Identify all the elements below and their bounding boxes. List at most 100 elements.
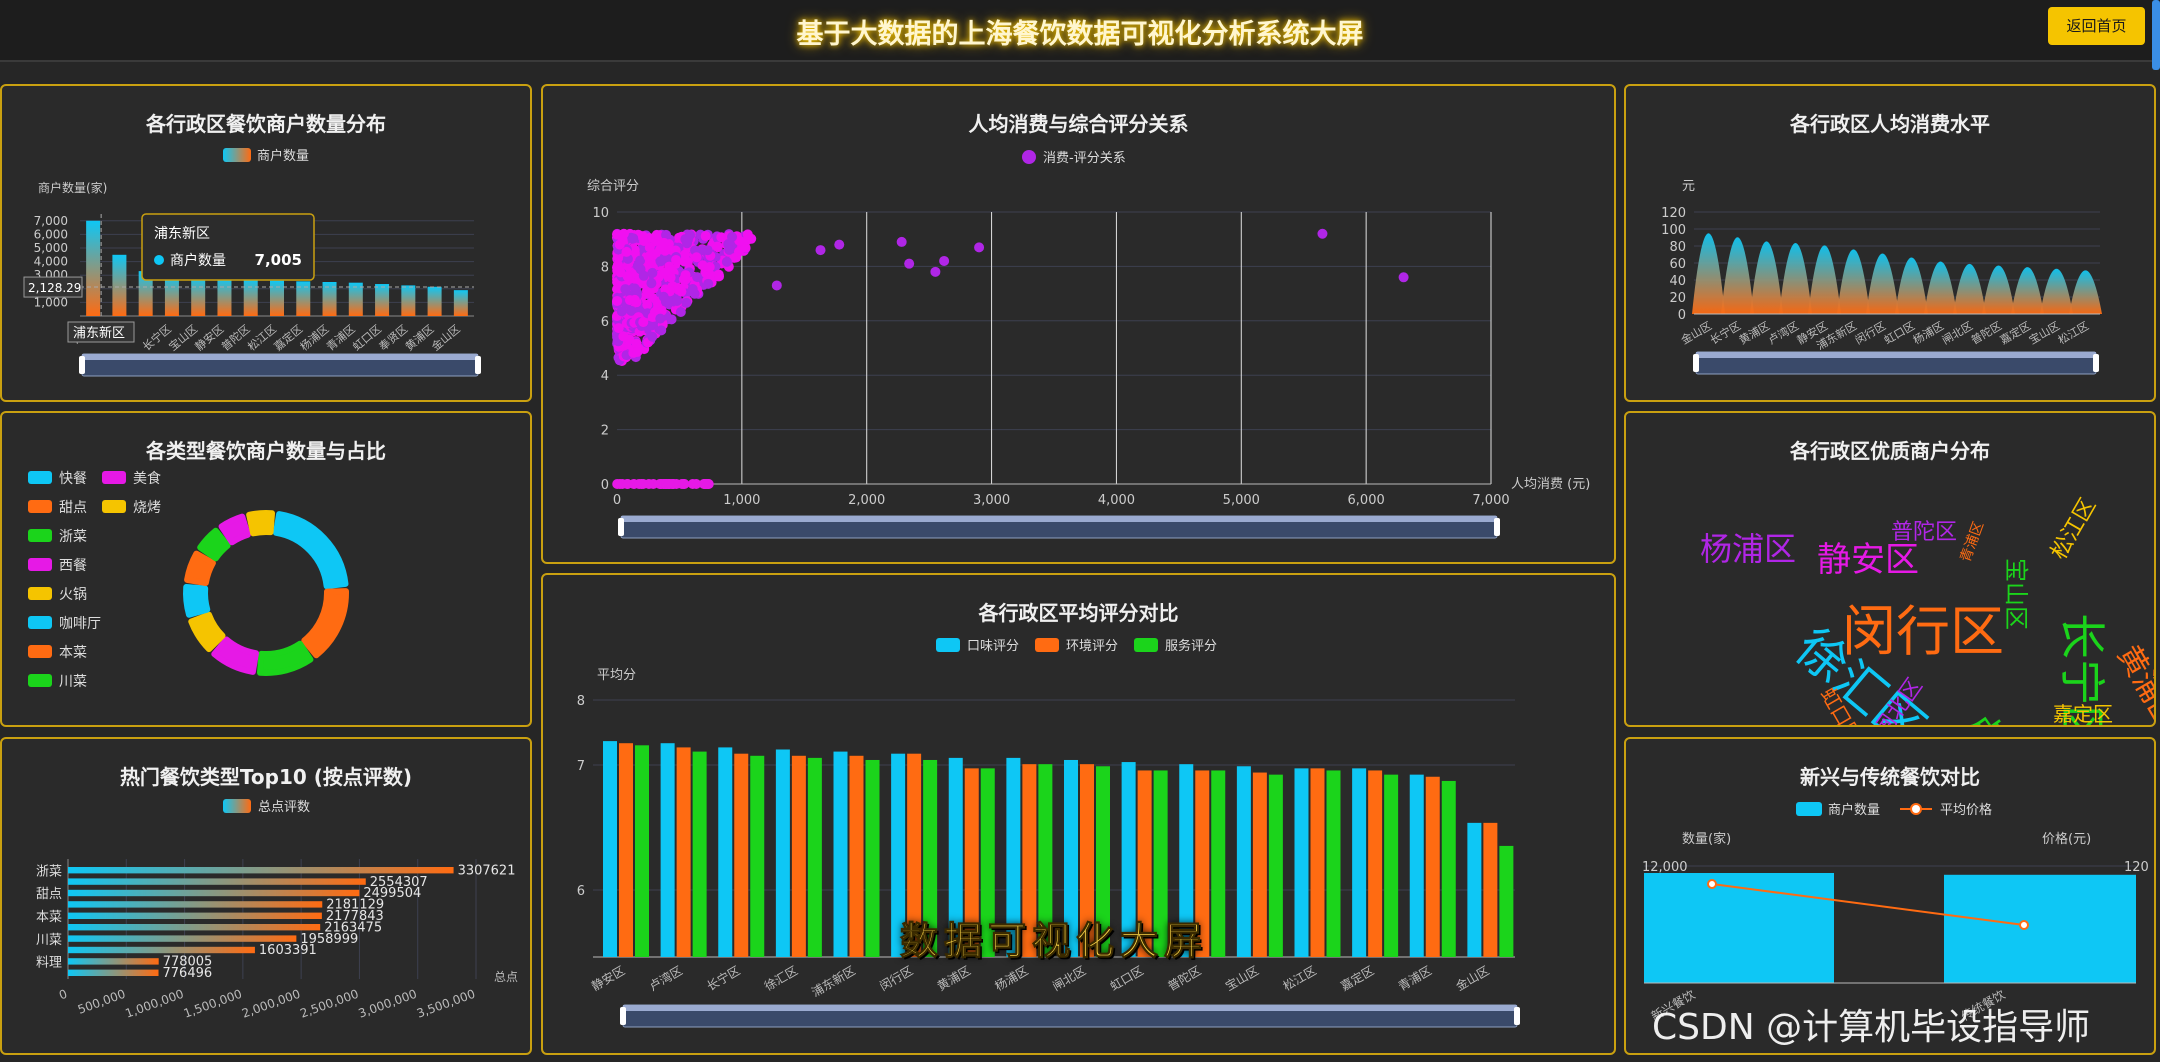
line-point[interactable]	[1707, 879, 1717, 889]
scatter-point[interactable]	[680, 249, 691, 260]
bar[interactable]	[775, 749, 790, 957]
legend-label[interactable]: 口味评分	[967, 639, 1019, 654]
bar[interactable]	[603, 741, 617, 957]
scatter-point[interactable]	[702, 245, 713, 256]
bar[interactable]	[676, 747, 691, 957]
scatter-point[interactable]	[638, 270, 649, 281]
scatter-point[interactable]	[746, 233, 757, 244]
bar[interactable]	[68, 969, 159, 976]
datazoom-right-handle[interactable]	[1514, 1007, 1520, 1025]
scatter-point[interactable]	[612, 295, 623, 306]
word[interactable]: 黄浦区	[2110, 640, 2154, 726]
scatter-point[interactable]	[1398, 272, 1409, 283]
scatter-point[interactable]	[618, 331, 629, 342]
scatter-point[interactable]	[663, 479, 674, 489]
hill-bar[interactable]	[1779, 242, 1812, 314]
scatter-point[interactable]	[646, 278, 657, 289]
bar[interactable]	[660, 743, 675, 957]
scatter-point[interactable]	[930, 266, 941, 277]
scatter-point[interactable]	[658, 291, 669, 302]
legend-label[interactable]: 本菜	[59, 645, 87, 661]
scatter-point[interactable]	[712, 241, 723, 252]
bar[interactable]	[619, 743, 633, 957]
bar[interactable]	[1022, 764, 1037, 957]
hill-bar[interactable]	[1924, 261, 1957, 314]
bar[interactable]	[401, 285, 416, 316]
scatter-point[interactable]	[637, 231, 648, 242]
scatter-point[interactable]	[647, 267, 658, 278]
bar[interactable]	[1179, 764, 1194, 957]
scatter-point[interactable]	[642, 299, 653, 310]
word[interactable]: 普陀区	[1891, 520, 1957, 545]
word[interactable]: 松江区	[2047, 494, 2102, 564]
bar[interactable]	[270, 280, 284, 316]
bar[interactable]	[718, 747, 733, 957]
hill-bar[interactable]	[1895, 257, 1928, 314]
scatter-point[interactable]	[614, 239, 625, 250]
bar[interactable]	[865, 759, 880, 957]
bar[interactable]	[849, 755, 864, 957]
scatter-point[interactable]	[655, 256, 666, 267]
scatter-point[interactable]	[661, 229, 672, 240]
pie-slice[interactable]	[211, 636, 259, 675]
datazoom-left-handle[interactable]	[1693, 354, 1699, 372]
bar[interactable]	[1137, 770, 1152, 957]
datazoom-left-handle[interactable]	[79, 356, 85, 374]
scatter-point[interactable]	[671, 254, 682, 265]
bar[interactable]	[750, 755, 765, 957]
scatter-point[interactable]	[613, 323, 624, 334]
legend-label[interactable]: 商户数量	[257, 148, 309, 164]
scatter-point[interactable]	[621, 246, 632, 257]
scatter-point[interactable]	[687, 284, 698, 295]
bar[interactable]	[68, 946, 255, 954]
pie-slice[interactable]	[257, 640, 314, 676]
scatter-point[interactable]	[974, 242, 985, 253]
pie-slice[interactable]	[273, 511, 349, 590]
legend-label[interactable]: 快餐	[59, 471, 87, 487]
bar[interactable]	[322, 282, 337, 316]
bar[interactable]	[980, 768, 995, 957]
legend-label[interactable]: 消费-评分关系	[1043, 151, 1126, 166]
bar[interactable]	[68, 958, 159, 965]
bar[interactable]	[891, 753, 906, 957]
scatter-point[interactable]	[644, 242, 655, 253]
legend-label[interactable]: 商户数量	[1828, 802, 1880, 818]
bar[interactable]	[1268, 774, 1283, 957]
bar[interactable]	[1080, 764, 1094, 957]
scatter-point[interactable]	[687, 479, 698, 489]
hill-bar[interactable]	[1837, 249, 1870, 314]
bar[interactable]	[807, 757, 822, 957]
scatter-point[interactable]	[771, 280, 782, 291]
scatter-point[interactable]	[727, 231, 738, 242]
bar[interactable]	[296, 281, 311, 316]
bar[interactable]	[68, 867, 454, 874]
scatter-point[interactable]	[647, 312, 658, 323]
scatter-point[interactable]	[666, 314, 677, 325]
home-button[interactable]: 返回首页	[2048, 7, 2145, 45]
word[interactable]: 闵行区	[1842, 600, 2004, 663]
bar[interactable]	[635, 745, 649, 957]
scatter-point[interactable]	[815, 245, 826, 256]
bar[interactable]	[348, 282, 363, 316]
scatter-point[interactable]	[643, 288, 654, 299]
word[interactable]: 静安区	[1817, 540, 1919, 580]
scatter-point[interactable]	[638, 317, 649, 328]
scatter-point[interactable]	[660, 267, 671, 278]
legend-label[interactable]: 平均价格	[1940, 802, 1992, 818]
bar[interactable]	[1236, 766, 1251, 957]
scatter-point[interactable]	[939, 255, 950, 266]
hill-bar[interactable]	[1721, 237, 1754, 314]
scatter-point[interactable]	[904, 258, 915, 269]
bar[interactable]	[68, 924, 321, 931]
bar[interactable]	[833, 751, 848, 957]
scatter-point[interactable]	[698, 479, 709, 489]
word[interactable]: 卢湾区	[1958, 705, 2054, 725]
hill-bar[interactable]	[1953, 263, 1986, 314]
line-series[interactable]	[1711, 883, 2025, 926]
scatter-point[interactable]	[646, 320, 657, 331]
legend-label[interactable]: 甜点	[59, 500, 87, 516]
hill-bar[interactable]	[2011, 267, 2044, 314]
pie-slice[interactable]	[218, 513, 251, 546]
bar[interactable]	[1310, 768, 1325, 957]
